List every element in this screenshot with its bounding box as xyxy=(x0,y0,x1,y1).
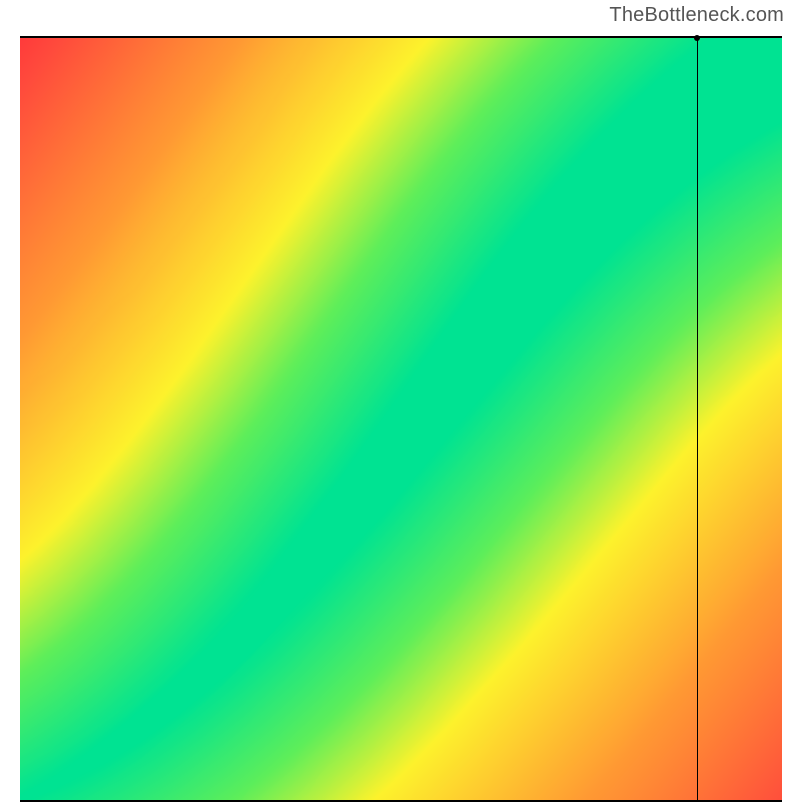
heatmap-chart xyxy=(20,36,782,802)
marker-vertical-line xyxy=(697,38,698,800)
heatmap-canvas xyxy=(20,38,782,800)
watermark-text: TheBottleneck.com xyxy=(609,4,784,27)
marker-dot xyxy=(694,35,700,41)
